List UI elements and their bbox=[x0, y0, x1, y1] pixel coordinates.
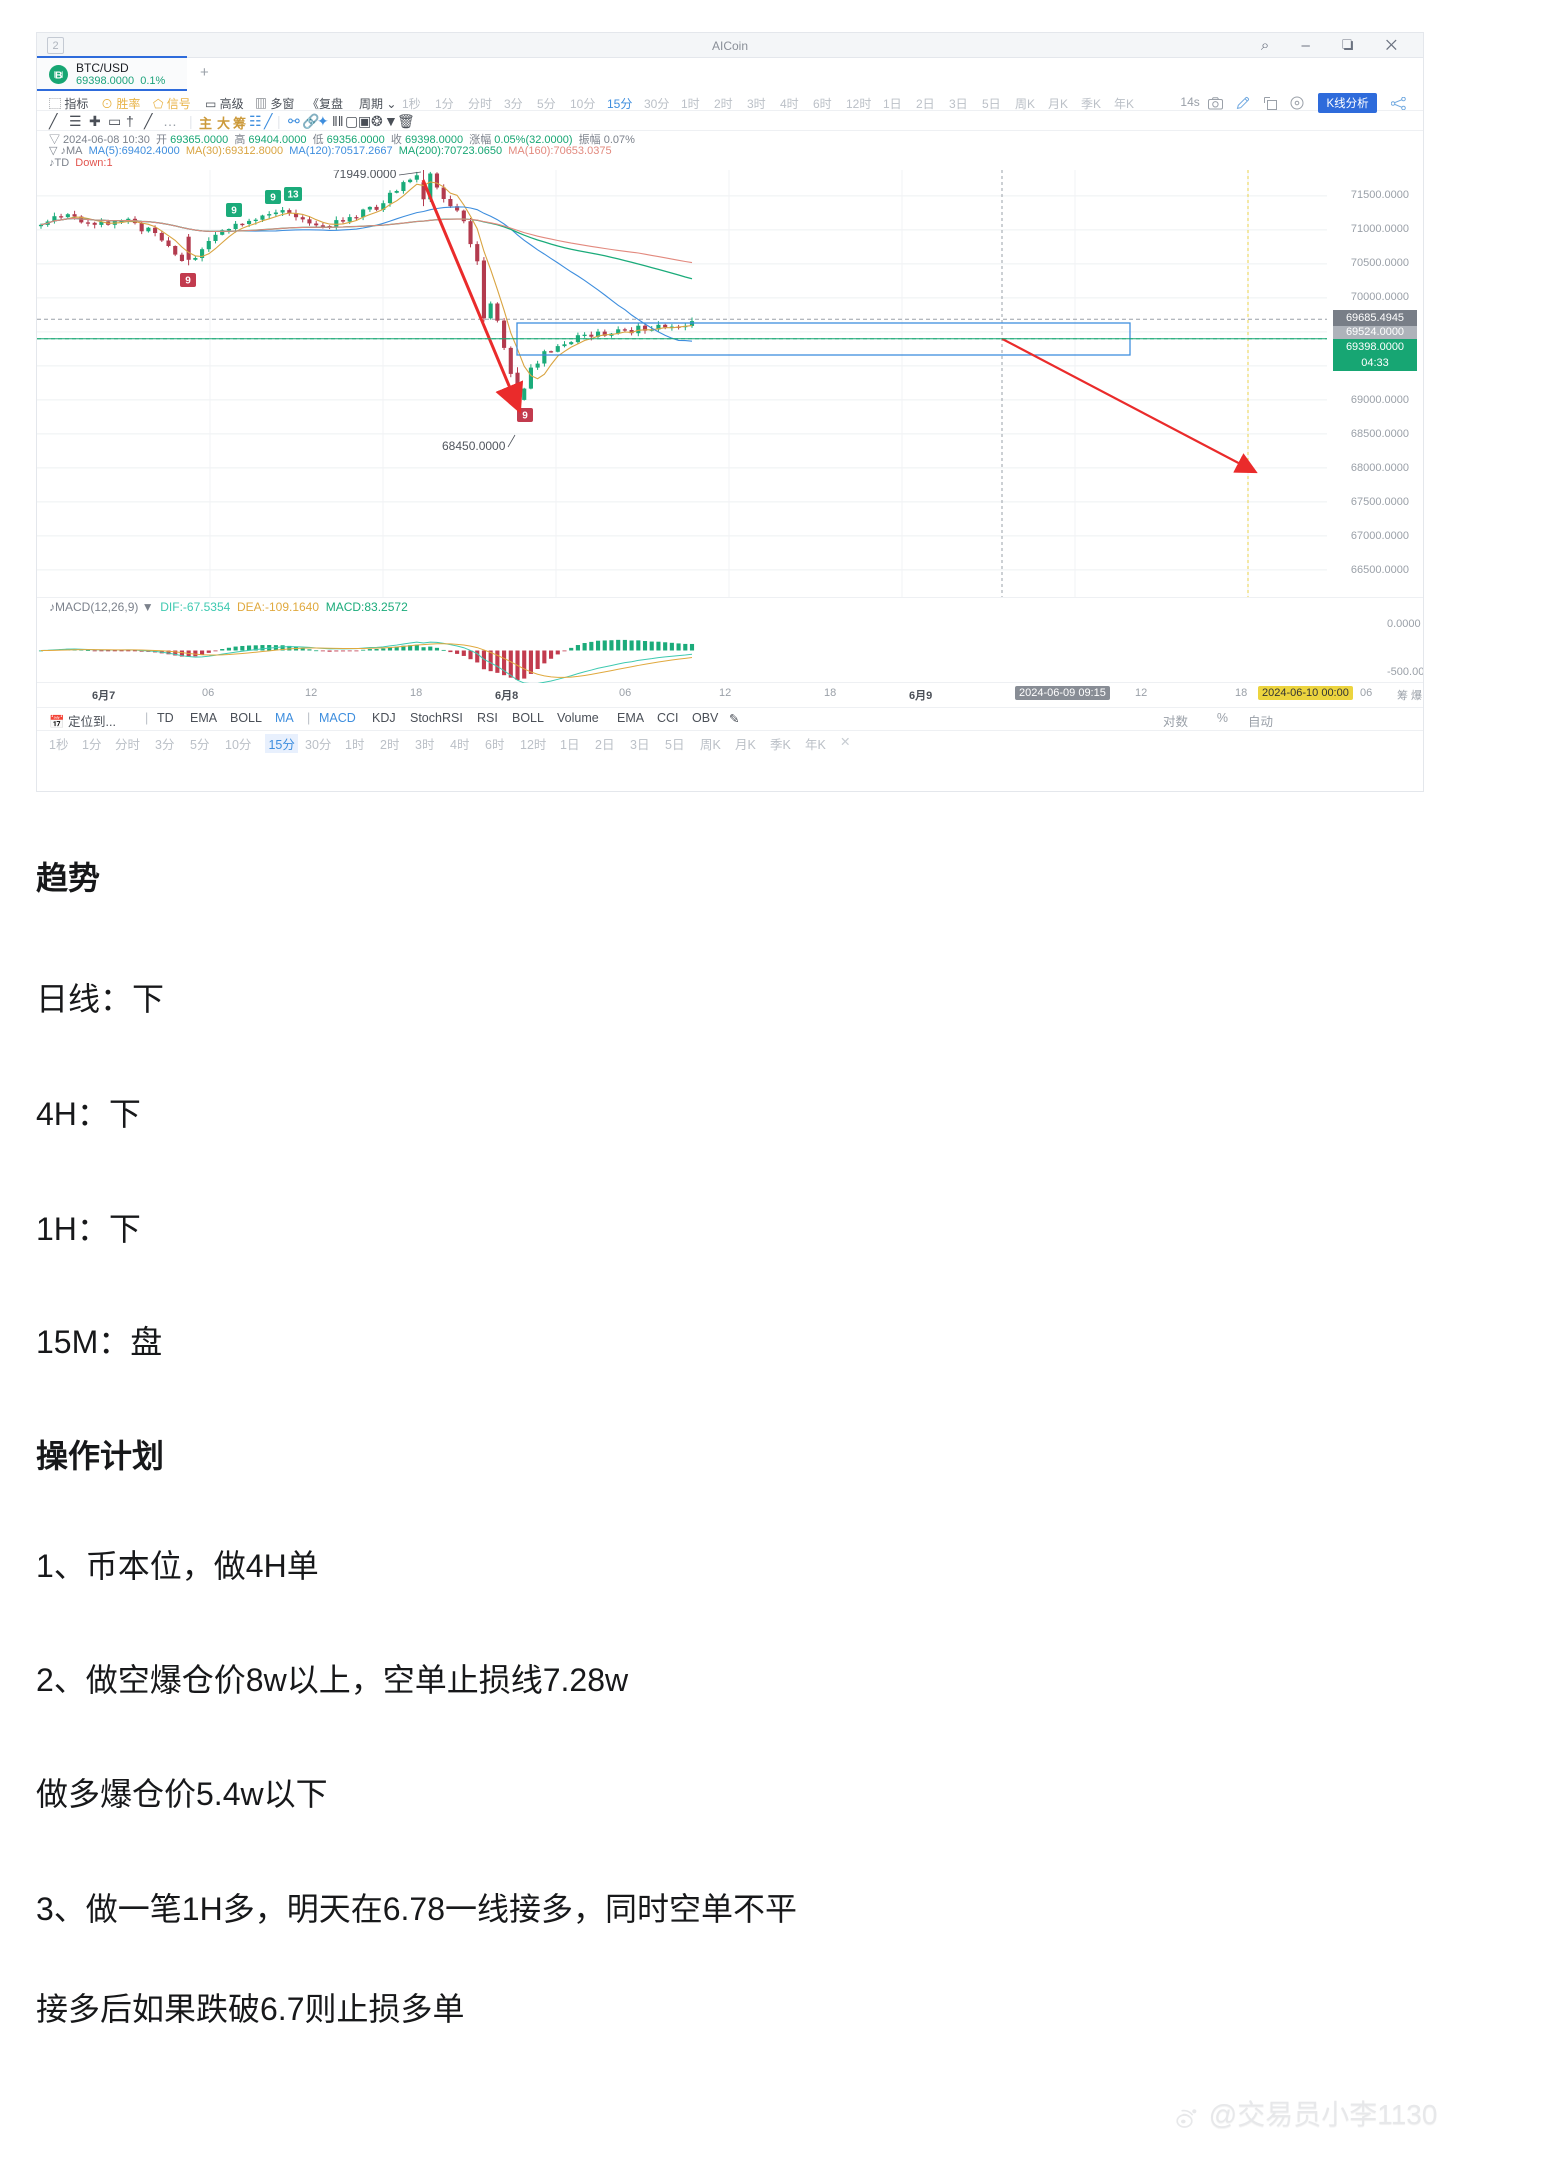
svg-text:9: 9 bbox=[270, 193, 276, 204]
svg-text:13: 13 bbox=[287, 190, 299, 201]
svg-text:68450.0000: 68450.0000 bbox=[442, 439, 506, 453]
svg-text:B: B bbox=[55, 70, 63, 82]
svg-text:9: 9 bbox=[522, 411, 528, 422]
svg-text:9: 9 bbox=[231, 206, 237, 217]
svg-text:71949.0000: 71949.0000 bbox=[333, 170, 397, 181]
svg-text:9: 9 bbox=[185, 276, 191, 287]
